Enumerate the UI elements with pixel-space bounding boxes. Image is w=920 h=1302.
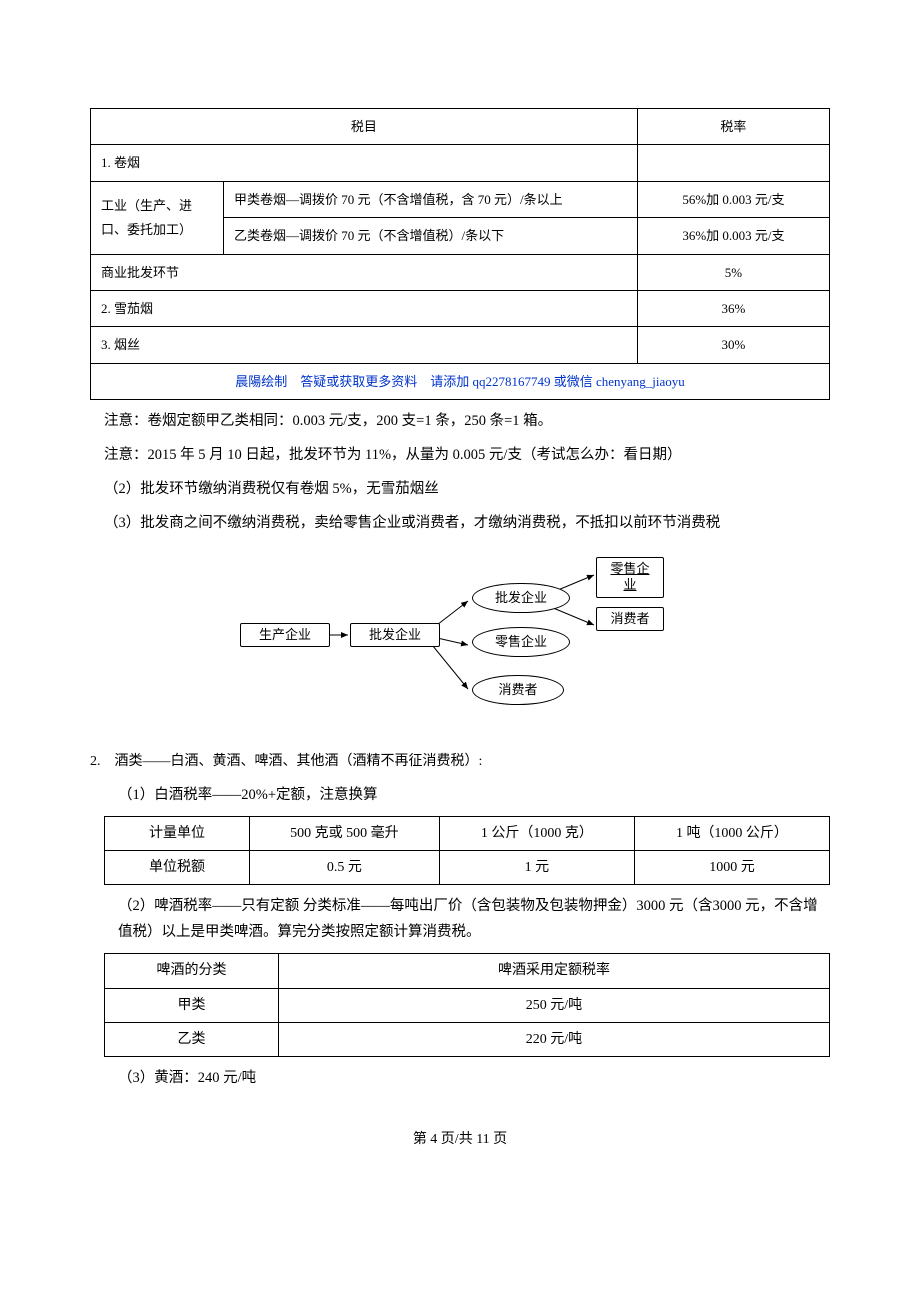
section-2-p3: （3）黄酒：240 元/吨 [118,1065,830,1091]
row-industry-label: 工业（生产、进口、委托加工） [91,181,224,254]
note-2: 注意：2015 年 5 月 10 日起，批发环节为 11%，从量为 0.005 … [104,442,830,468]
t2-r2b: 220 元/吨 [279,1022,830,1056]
note-3: （2）批发环节缴纳消费税仅有卷烟 5%，无雪茄烟丝 [104,476,830,502]
diagram-node-retail2: 零售企业 [596,557,664,599]
note-4: （3）批发商之间不缴纳消费税，卖给零售企业或消费者，才缴纳消费税，不抵扣以前环节… [104,510,830,536]
row-cigarette-rate [637,145,829,181]
diagram-node-whole1: 批发企业 [350,623,440,648]
row-wholesale-rate: 5% [637,254,829,290]
row-cigar: 2. 雪茄烟 [91,290,638,326]
t2-h1: 啤酒的分类 [105,954,279,988]
beer-rate-table: 啤酒的分类 啤酒采用定额税率 甲类 250 元/吨 乙类 220 元/吨 [104,953,830,1057]
t2-r1a: 甲类 [105,988,279,1022]
diagram-node-whole2: 批发企业 [472,583,570,614]
row-wholesale: 商业批发环节 [91,254,638,290]
row-class-b-rate: 36%加 0.003 元/支 [637,218,829,254]
table-footer-credit: 晨陽绘制 答疑或获取更多资料 请添加 qq2278167749 或微信 chen… [91,363,830,399]
section-2-p1: （1）白酒税率——20%+定额，注意换算 [118,782,830,808]
row-cuttobacco-rate: 30% [637,327,829,363]
row-cigarette: 1. 卷烟 [91,145,638,181]
t1-v2: 1 元 [439,850,634,884]
t1-v3: 1000 元 [634,850,829,884]
diagram-node-cons2: 消费者 [596,607,664,632]
baijiu-rate-table: 计量单位 500 克或 500 毫升 1 公斤（1000 克） 1 吨（1000… [104,816,830,885]
row-cuttobacco: 3. 烟丝 [91,327,638,363]
t1-h2: 单位税额 [105,850,250,884]
row-class-a-rate: 56%加 0.003 元/支 [637,181,829,217]
row-class-b-desc: 乙类卷烟—调拨价 70 元（不含增值税）/条以下 [224,218,638,254]
col-item: 税目 [91,109,638,145]
row-cigar-rate: 36% [637,290,829,326]
diagram-node-retail1: 零售企业 [472,627,570,658]
row-class-a-desc: 甲类卷烟—调拨价 70 元（不含增值税，含 70 元）/条以上 [224,181,638,217]
section-2-title: 2. 酒类——白酒、黄酒、啤酒、其他酒（酒精不再征消费税）: [90,749,830,774]
distribution-flow-diagram: 生产企业批发企业批发企业零售企业消费者零售企业消费者 [240,555,680,725]
t1-h1: 计量单位 [105,816,250,850]
t2-r1b: 250 元/吨 [279,988,830,1022]
t1-c2: 1 公斤（1000 克） [439,816,634,850]
section-2-p2: （2）啤酒税率——只有定额 分类标准——每吨出厂价（含包装物及包装物押金）300… [118,893,830,945]
tobacco-tax-table: 税目 税率 1. 卷烟 工业（生产、进口、委托加工） 甲类卷烟—调拨价 70 元… [90,108,830,400]
t2-h2: 啤酒采用定额税率 [279,954,830,988]
t1-c3: 1 吨（1000 公斤） [634,816,829,850]
col-rate: 税率 [637,109,829,145]
page-number: 第 4 页/共 11 页 [90,1127,830,1152]
t2-r2a: 乙类 [105,1022,279,1056]
note-1: 注意：卷烟定额甲乙类相同：0.003 元/支，200 支=1 条，250 条=1… [104,408,830,434]
diagram-node-cons1: 消费者 [472,675,564,706]
t1-c1: 500 克或 500 毫升 [250,816,440,850]
t1-v1: 0.5 元 [250,850,440,884]
diagram-node-prod: 生产企业 [240,623,330,648]
